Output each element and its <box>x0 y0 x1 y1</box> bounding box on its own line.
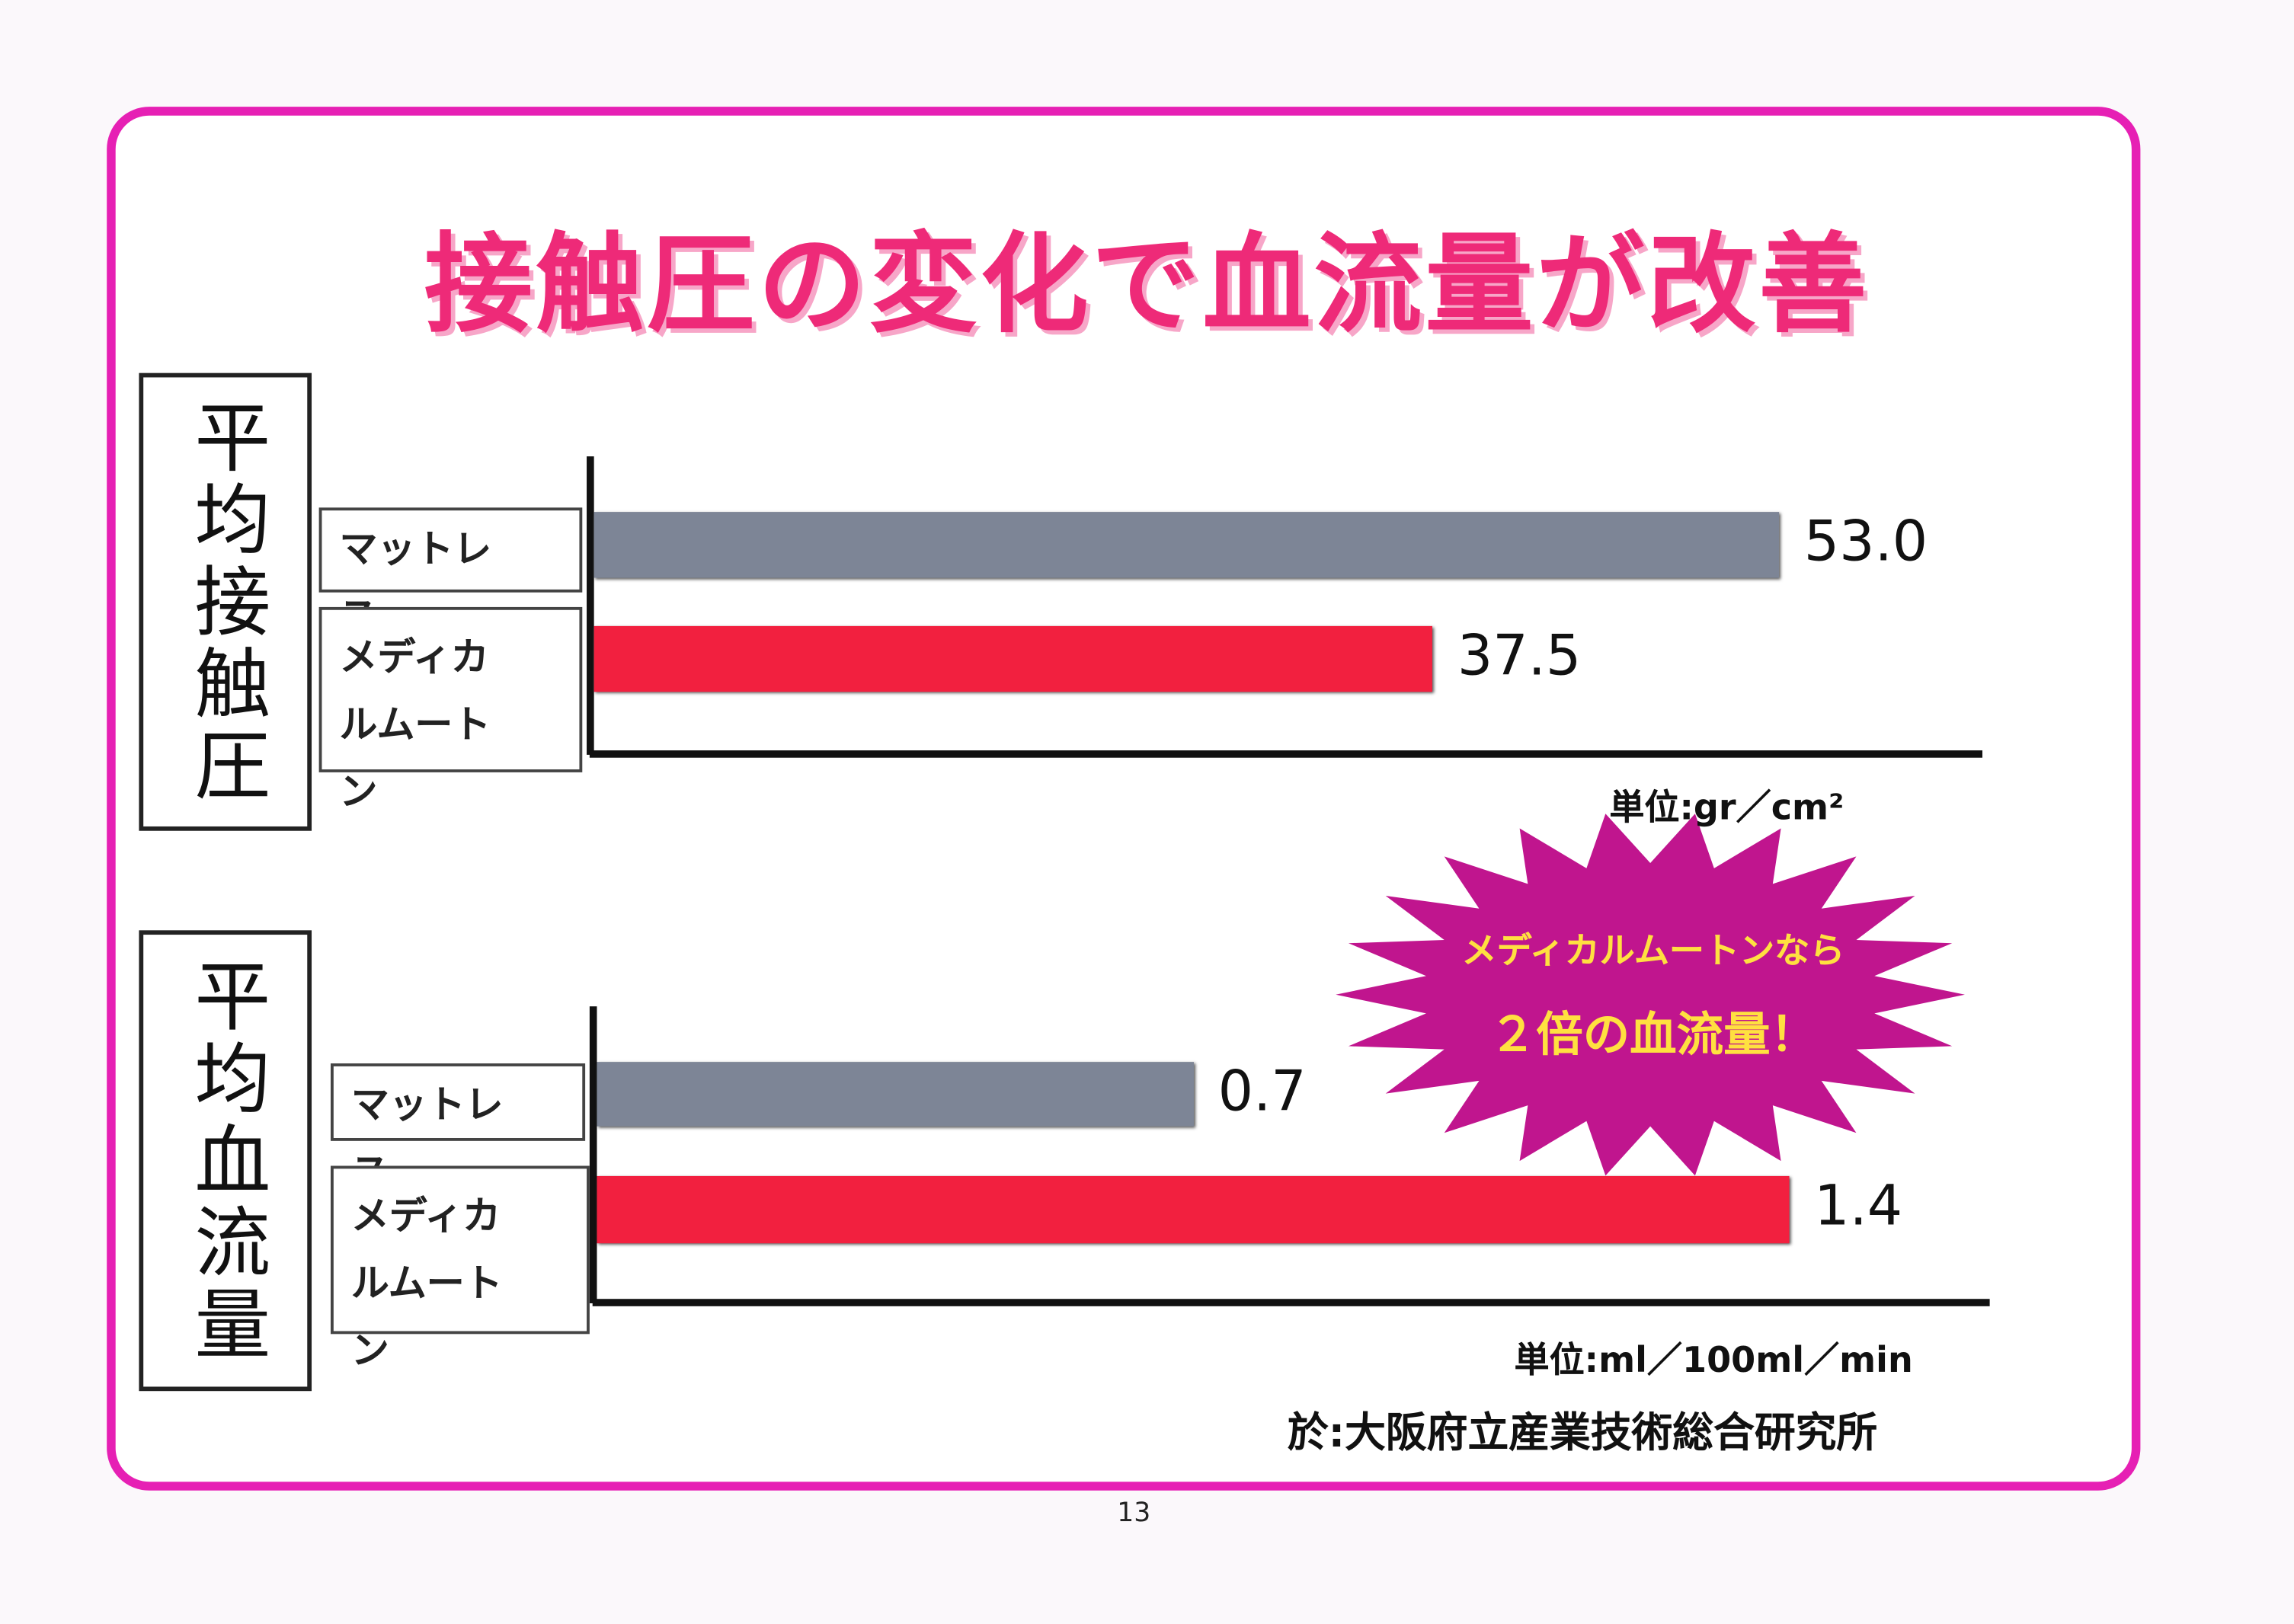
callout-line1: メディカルムートンなら <box>1461 930 1845 972</box>
source: 於:大阪府立産業技術総合研究所 <box>1287 1408 1878 1457</box>
category-label: メディカルムートン <box>318 606 583 815</box>
value-label: 53.0 <box>1803 509 1928 574</box>
category-label: メディカルムートン <box>330 1165 590 1373</box>
unit-label: 単位:ml／100ml／min <box>1514 1339 1913 1381</box>
axis-line <box>589 1006 597 1303</box>
unit-label: 単位:gr／cm² <box>1609 787 1844 828</box>
category-label: マットレス <box>318 507 583 639</box>
value-label: 0.7 <box>1217 1059 1307 1124</box>
bar <box>593 625 1433 692</box>
bar <box>597 1062 1194 1127</box>
category-label: マットレス <box>330 1063 586 1195</box>
axis-line <box>587 456 594 755</box>
callout-line2: ２倍の血流量！ <box>1489 1006 1818 1063</box>
bar <box>593 512 1780 578</box>
axis-line <box>589 750 1983 758</box>
page-number: 13 <box>1117 1498 1151 1529</box>
side-label: 平均血流量 <box>139 930 312 1392</box>
value-label: 37.5 <box>1457 623 1582 688</box>
side-label: 平均接触圧 <box>139 372 312 831</box>
title: 接触圧の変化で血流量が改善 <box>424 222 1870 349</box>
axis-line <box>592 1299 1990 1306</box>
burst-shape <box>1336 814 1965 1176</box>
callout-burst <box>1336 814 1965 1176</box>
value-label: 1.4 <box>1814 1173 1903 1238</box>
bar <box>597 1175 1790 1244</box>
